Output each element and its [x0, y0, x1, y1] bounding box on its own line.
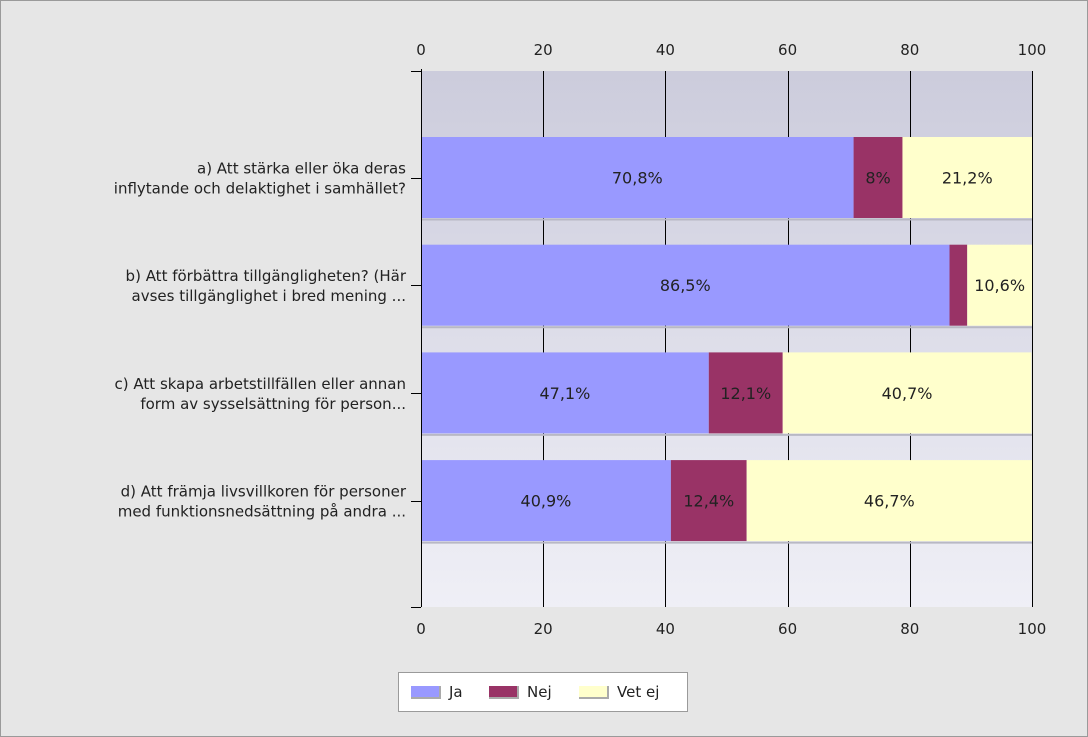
data-label-1-ja: 70,8% — [612, 169, 663, 188]
data-label-2-ja: 86,5% — [660, 276, 711, 295]
legend-swatch-nej — [489, 686, 519, 699]
data-label-3-nej: 12,1% — [720, 384, 771, 403]
data-label-1-nej: 8% — [865, 169, 890, 188]
bar-2-ja — [421, 244, 950, 326]
data-label-3-ja: 47,1% — [539, 384, 590, 403]
bar-1-vet-ej — [902, 137, 1032, 218]
bar-2-nej — [949, 244, 968, 326]
bar-3-nej — [708, 352, 783, 434]
bar-2-vet-ej — [967, 244, 1032, 326]
bar-3-ja — [421, 352, 709, 434]
data-label-4-nej: 12,4% — [683, 492, 734, 511]
bar-3-vet-ej — [782, 352, 1032, 434]
legend-swatch-vet-ej — [579, 686, 609, 699]
x-tick-label-bottom-4: 80 — [900, 620, 919, 638]
x-tick-label-bottom-0: 0 — [416, 620, 426, 638]
x-tick-label-top-2: 40 — [656, 41, 675, 59]
legend-label-nej: Nej — [527, 683, 552, 701]
x-tick-label-top-3: 60 — [778, 41, 797, 59]
x-tick-label-bottom-5: 100 — [1018, 620, 1047, 638]
data-label-4-ja: 40,9% — [521, 492, 572, 511]
bar-4-nej — [670, 460, 747, 542]
legend-label-ja: Ja — [449, 683, 463, 701]
bar-1-ja — [421, 137, 854, 218]
category-label-4-line-1: d) Att främja livsvillkoren för personer — [121, 483, 407, 501]
x-tick-label-top-1: 20 — [534, 41, 553, 59]
x-tick-label-bottom-3: 60 — [778, 620, 797, 638]
category-label-4-line-2: med funktionsnedsättning på andra ... — [118, 503, 406, 521]
x-tick-label-bottom-1: 20 — [534, 620, 553, 638]
bar-4-vet-ej — [746, 460, 1032, 542]
x-tick-label-top-0: 0 — [416, 41, 426, 59]
category-label-2-line-2: avses tillgänglighet i bred mening ... — [132, 287, 407, 305]
x-tick-label-top-5: 100 — [1018, 41, 1047, 59]
bar-1-nej — [853, 137, 903, 218]
data-label-4-vet-ej: 46,7% — [864, 492, 915, 511]
data-label-3-vet-ej: 40,7% — [882, 384, 933, 403]
bar-4-ja — [421, 460, 671, 542]
category-label-3-line-1: c) Att skapa arbetstillfällen eller anna… — [115, 375, 406, 393]
category-label-1-line-2: inflytande och delaktighet i samhället? — [114, 180, 406, 198]
x-tick-label-top-4: 80 — [900, 41, 919, 59]
legend: Ja Nej Vet ej — [398, 672, 688, 712]
category-label-2-line-1: b) Att förbättra tillgängligheten? (Här — [126, 267, 407, 285]
x-tick-label-bottom-2: 40 — [656, 620, 675, 638]
legend-label-vet-ej: Vet ej — [617, 683, 660, 701]
legend-swatch-ja — [411, 686, 441, 699]
data-label-2-vet-ej: 10,6% — [974, 276, 1025, 295]
data-label-1-vet-ej: 21,2% — [942, 169, 993, 188]
category-label-3-line-2: form av sysselsättning för person... — [140, 395, 406, 413]
category-label-1-line-1: a) Att stärka eller öka deras — [197, 160, 406, 178]
